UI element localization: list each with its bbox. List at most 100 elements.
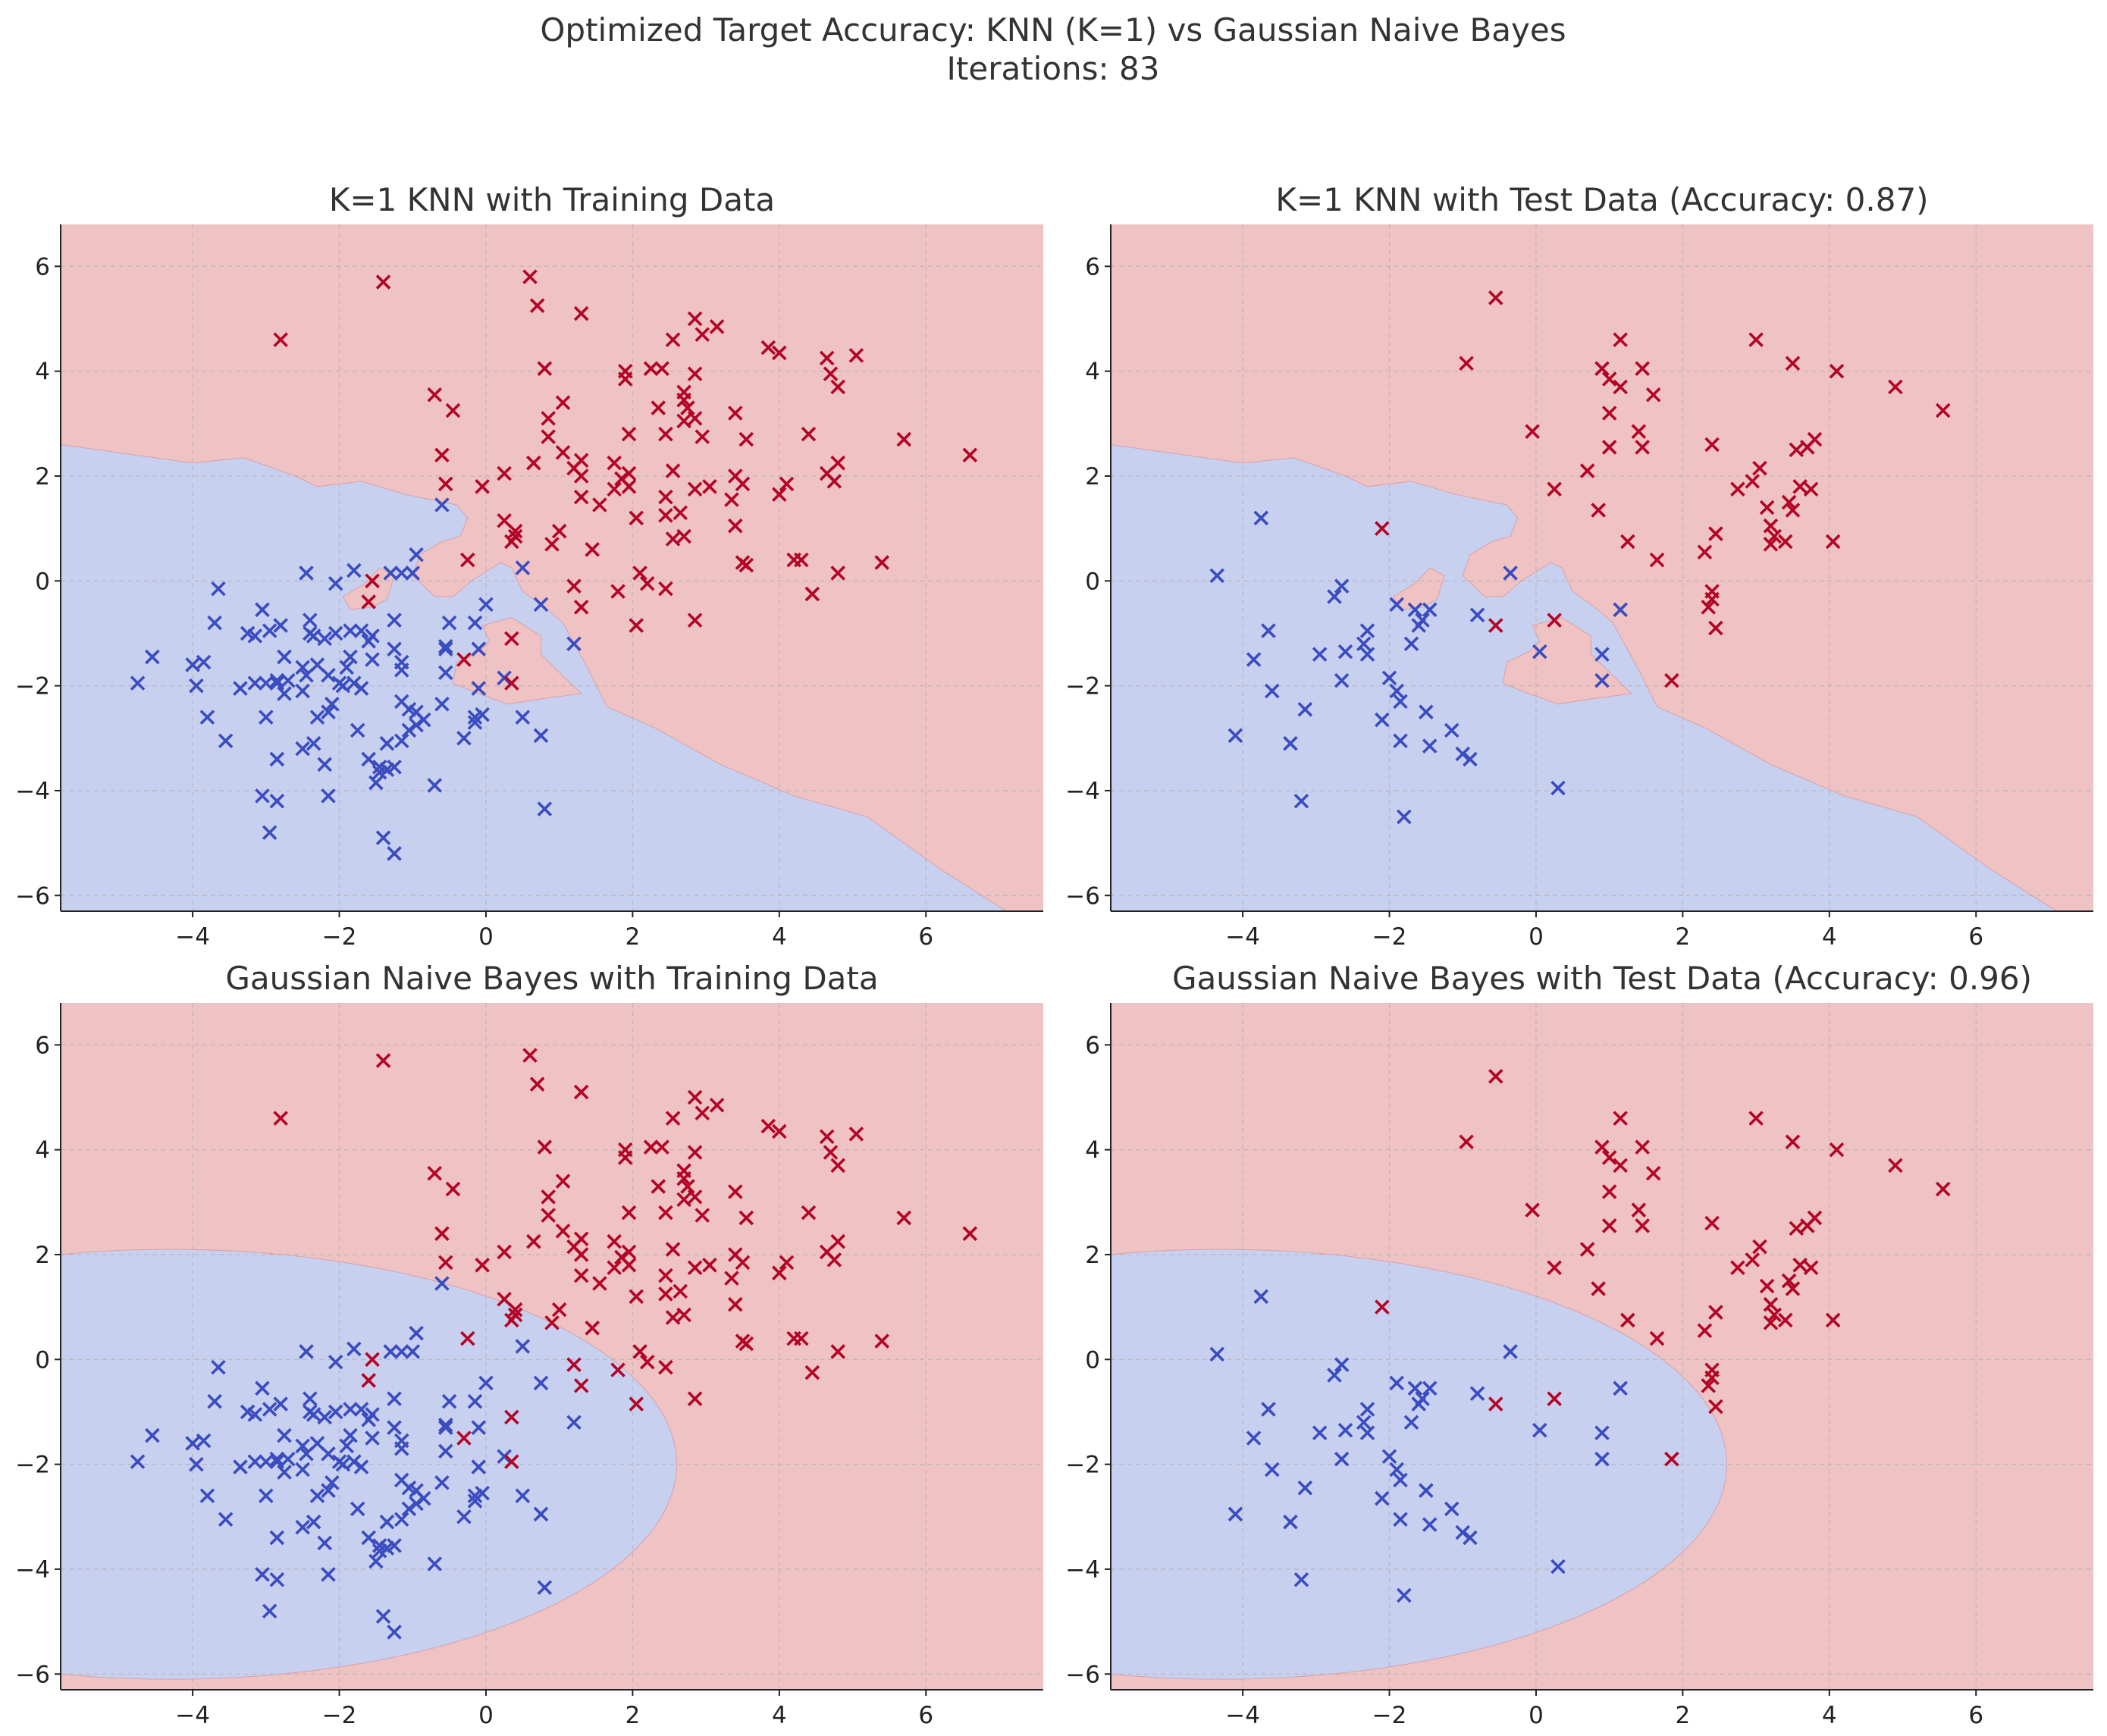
point-class1	[1792, 1258, 1808, 1273]
point-class0	[346, 1341, 362, 1357]
subplot-4: −4 −2 0 2 4 6 −6 −4 −2 0 2 4 6 Gaussian Naive Bayes w…	[1065, 960, 2093, 1729]
point-class0	[434, 697, 450, 712]
point-class0	[328, 1354, 343, 1370]
point-class0	[365, 1430, 380, 1446]
point-class1	[1664, 1451, 1679, 1467]
point-class1	[1935, 1181, 1951, 1197]
point-class0	[383, 566, 398, 581]
point-class0	[211, 1359, 226, 1375]
point-class0	[196, 1433, 212, 1449]
point-class1	[1601, 1150, 1617, 1165]
point-class1	[497, 512, 512, 528]
point-class0	[1283, 735, 1298, 751]
point-class1	[1601, 1218, 1617, 1233]
point-class0	[537, 801, 553, 816]
point-class1	[475, 479, 490, 494]
suptitle-line1: Optimized Target Accuracy: KNN (K=1) vs …	[540, 11, 1566, 49]
point-class0	[309, 1436, 325, 1451]
point-class0	[1253, 1289, 1269, 1305]
point-class0	[1550, 780, 1566, 796]
point-class0	[277, 649, 292, 665]
y-tick-label: 0	[35, 1346, 50, 1374]
x-tick-label: 6	[918, 923, 933, 951]
point-class0	[269, 793, 285, 809]
y-tick-label: −4	[15, 1556, 50, 1584]
point-class1	[874, 1333, 889, 1349]
point-class1	[728, 1296, 743, 1312]
point-class0	[295, 1519, 310, 1535]
point-class0	[350, 1501, 365, 1517]
point-class1	[460, 1330, 475, 1346]
point-class0	[379, 735, 395, 751]
point-class0	[343, 623, 358, 638]
point-class0	[361, 1412, 376, 1427]
point-class1	[445, 403, 461, 418]
point-class0	[295, 1438, 310, 1454]
point-class0	[130, 1454, 146, 1469]
point-class1	[1601, 1184, 1617, 1199]
point-class0	[387, 1538, 402, 1553]
point-class0	[566, 636, 582, 652]
y-tick-label: 0	[1085, 1346, 1100, 1374]
point-class0	[437, 1420, 453, 1435]
point-class0	[1389, 1375, 1404, 1391]
point-class0	[456, 730, 472, 746]
point-class1	[1730, 481, 1745, 497]
point-class1	[497, 1291, 512, 1307]
point-class0	[537, 1580, 553, 1595]
point-class0	[1359, 1425, 1375, 1440]
x-tick-label: −2	[322, 1702, 357, 1729]
point-class0	[269, 675, 285, 691]
point-class1	[673, 1283, 688, 1299]
point-class0	[533, 597, 549, 613]
point-class0	[1393, 694, 1408, 710]
point-class1	[676, 1170, 691, 1186]
y-tick-label: −2	[1065, 673, 1100, 700]
x-tick-label: 6	[918, 1702, 933, 1729]
point-class1	[801, 1205, 817, 1221]
x-tick-label: 2	[626, 923, 641, 951]
point-class1	[1781, 494, 1797, 510]
point-class1	[804, 1365, 820, 1380]
point-class0	[277, 686, 292, 701]
x-tick-label: 0	[1529, 1702, 1544, 1729]
point-class1	[779, 1255, 795, 1271]
point-class1	[1803, 1260, 1819, 1276]
point-class0	[1389, 597, 1404, 613]
point-class0	[309, 710, 325, 725]
point-class1	[632, 566, 647, 581]
point-class1	[607, 481, 622, 497]
point-class0	[1359, 647, 1375, 662]
point-class0	[1469, 1386, 1485, 1402]
point-class0	[299, 1344, 314, 1359]
point-class0	[353, 1459, 369, 1474]
point-class0	[130, 675, 146, 691]
point-class1	[1767, 528, 1782, 544]
point-class0	[1312, 647, 1328, 662]
point-class0	[497, 670, 512, 686]
point-class1	[1785, 503, 1801, 518]
x-tick-label: −2	[322, 923, 357, 951]
point-class1	[702, 1258, 717, 1273]
point-class0	[1594, 672, 1610, 688]
point-class1	[1664, 672, 1679, 688]
point-class1	[427, 1165, 443, 1181]
point-class1	[507, 1302, 523, 1318]
point-class1	[1763, 1315, 1779, 1330]
point-class1	[673, 505, 688, 521]
point-class1	[728, 468, 743, 484]
point-class1	[728, 1247, 743, 1262]
point-class1	[772, 1265, 787, 1280]
y-tick-label: 2	[35, 1242, 50, 1269]
point-class0	[409, 1325, 424, 1341]
point-class1	[676, 392, 691, 408]
point-class0	[1469, 607, 1485, 623]
point-class0	[1403, 1415, 1419, 1430]
point-class0	[368, 775, 384, 791]
point-class1	[1631, 424, 1647, 439]
point-class0	[434, 497, 450, 512]
suptitle-line2: Iterations: 83	[947, 50, 1160, 87]
point-class1	[962, 447, 978, 463]
plot-area	[1111, 1003, 2093, 1690]
y-tick-label: −6	[1065, 882, 1100, 910]
